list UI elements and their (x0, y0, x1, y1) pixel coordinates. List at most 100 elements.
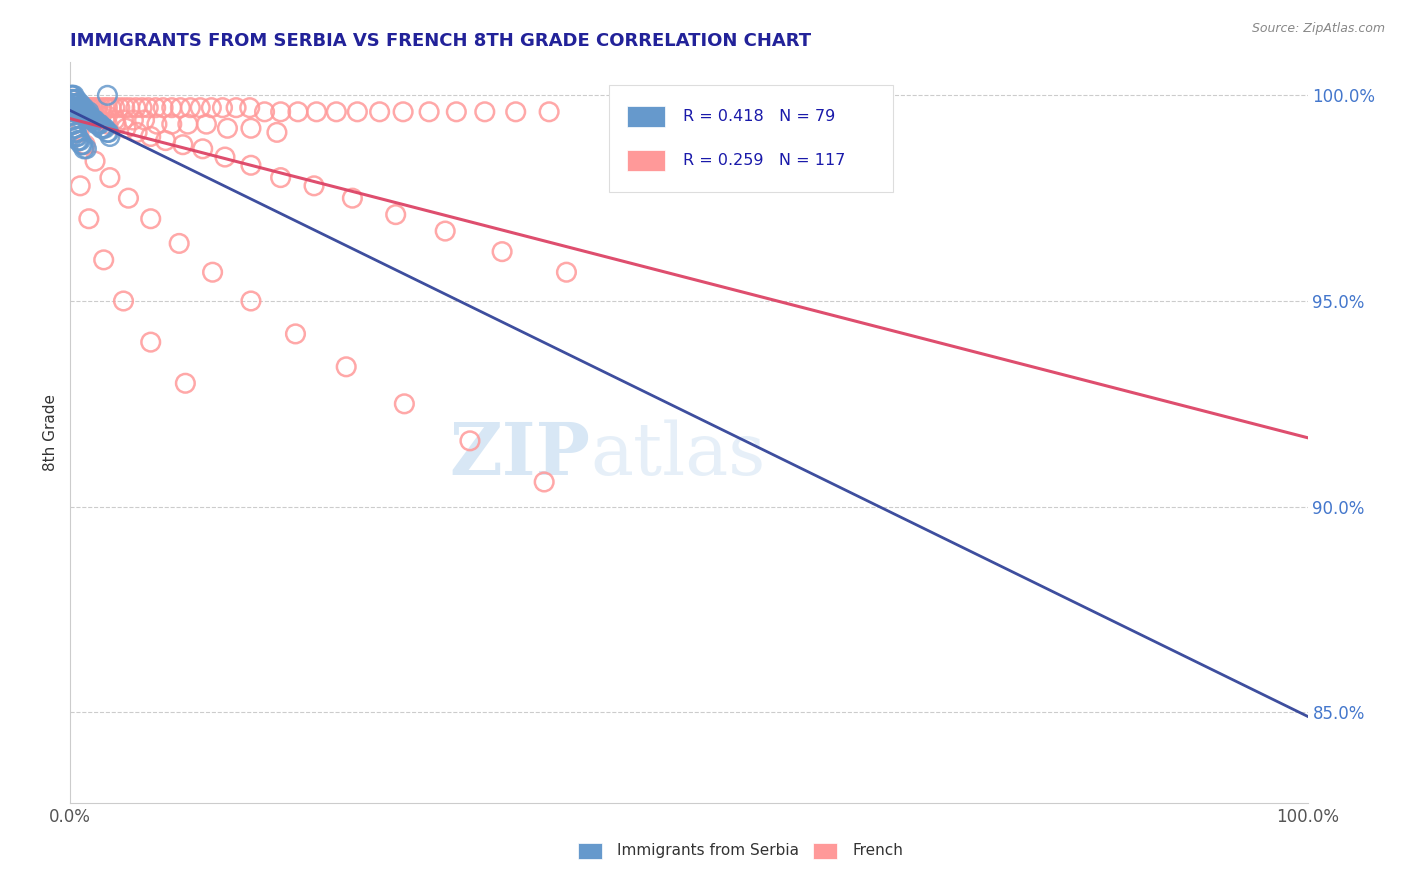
Point (239, 101, 262, 115)
Point (75, 142, 97, 156)
Point (538, 104, 561, 119)
Point (84, 117, 107, 131)
Point (239, 121, 262, 136)
Point (63, 96, 86, 111)
Point (96, 88, 118, 103)
Point (67, 134, 90, 148)
Point (75, 109, 97, 123)
Point (66, 104, 89, 119)
Point (325, 104, 347, 119)
Point (69, 178, 91, 193)
Point (79, 109, 101, 123)
Point (62, 117, 84, 131)
Point (70, 101, 93, 115)
Point (72, 104, 94, 119)
Point (270, 104, 292, 119)
Point (174, 376, 197, 391)
Point (69, 104, 91, 119)
Point (70, 104, 93, 119)
Text: atlas: atlas (591, 419, 765, 490)
Point (65, 92, 87, 106)
Point (65, 101, 87, 115)
Point (84, 101, 107, 115)
Point (82, 101, 104, 115)
Point (96, 117, 118, 131)
Point (65, 121, 87, 136)
Point (177, 117, 200, 131)
FancyBboxPatch shape (813, 843, 837, 859)
Point (302, 178, 325, 193)
Point (90, 109, 112, 123)
Point (89, 117, 111, 131)
Point (62, 92, 84, 106)
Point (62, 88, 84, 103)
Point (63, 117, 86, 131)
Point (346, 104, 368, 119)
Point (66, 104, 89, 119)
Point (65, 104, 87, 119)
Point (75, 101, 97, 115)
Point (134, 113, 156, 128)
FancyBboxPatch shape (627, 150, 665, 171)
Point (266, 125, 288, 139)
Point (287, 104, 309, 119)
Point (77, 109, 100, 123)
Point (96, 125, 118, 139)
Point (239, 293, 262, 308)
Point (73, 104, 96, 119)
Y-axis label: 8th Grade: 8th Grade (44, 394, 59, 471)
Point (63, 88, 86, 103)
Point (368, 104, 391, 119)
Point (67, 125, 90, 139)
Point (75, 104, 97, 119)
Point (217, 121, 239, 136)
Point (66, 101, 89, 115)
Point (96, 101, 118, 115)
Point (253, 104, 276, 119)
Point (90, 121, 112, 136)
Point (67, 101, 90, 115)
Point (491, 244, 513, 259)
Point (434, 224, 457, 238)
Point (69, 101, 91, 115)
Point (86, 117, 108, 131)
Point (84, 113, 107, 128)
Point (84, 154, 107, 169)
Point (160, 101, 183, 115)
Point (72, 101, 94, 115)
Point (91, 121, 114, 136)
Point (117, 191, 139, 205)
Point (75, 109, 97, 123)
Point (145, 101, 167, 115)
Point (63, 96, 86, 111)
Point (155, 134, 177, 148)
Point (86, 101, 108, 115)
Point (505, 104, 527, 119)
Point (96, 109, 118, 123)
Point (83, 109, 105, 123)
Point (72, 104, 94, 119)
Point (76, 101, 98, 115)
Point (60, 113, 83, 128)
Point (139, 129, 162, 144)
Point (83, 113, 105, 128)
Point (63, 117, 86, 131)
Point (115, 121, 138, 136)
Point (169, 101, 191, 115)
Point (87, 117, 110, 131)
Point (65, 96, 87, 111)
Text: ZIP: ZIP (449, 419, 591, 491)
Point (342, 191, 364, 205)
Text: R = 0.418   N = 79: R = 0.418 N = 79 (683, 109, 835, 124)
Point (73, 101, 96, 115)
Point (62, 113, 84, 128)
Point (62, 101, 84, 115)
Point (80, 113, 103, 128)
Point (65, 125, 87, 139)
Point (335, 359, 357, 374)
Point (79, 101, 101, 115)
Point (270, 170, 292, 185)
Point (65, 96, 87, 111)
Point (131, 101, 153, 115)
Point (127, 125, 149, 139)
